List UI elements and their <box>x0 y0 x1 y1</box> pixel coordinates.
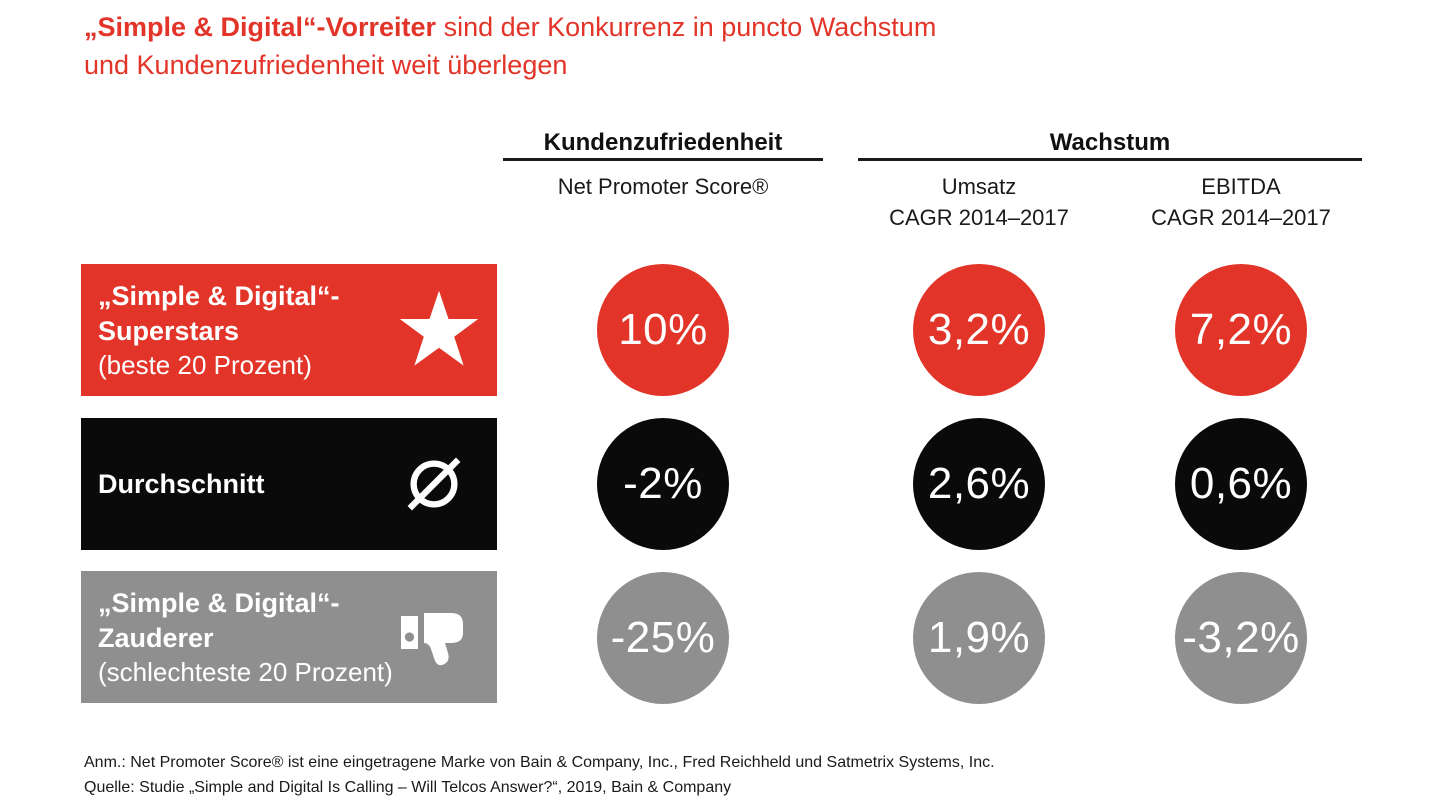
chart-title-line1: „Simple & Digital“-Vorreiter sind der Ko… <box>84 8 936 46</box>
value-durchschnitt-umsatz: 2,6% <box>927 459 1031 508</box>
value-circle-superstars-ebitda: 7,2% <box>1175 264 1307 396</box>
footnote-source: Quelle: Studie „Simple and Digital Is Ca… <box>84 779 732 796</box>
chart-title-rest: sind der Konkurrenz in puncto Wachstum <box>436 12 937 42</box>
value-zauderer-nps: -25% <box>610 613 716 662</box>
value-durchschnitt-nps: -2% <box>623 459 703 508</box>
value-circle-zauderer-ebitda: -3,2% <box>1175 572 1307 704</box>
chart-title-highlight: „Simple & Digital“-Vorreiter <box>84 12 437 42</box>
row-label-superstars: „Simple & Digital“- Superstars (beste 20… <box>81 264 497 396</box>
column-subheader-nps: Net Promoter Score® <box>557 174 769 199</box>
footnotes: Anm.: Net Promoter Score® ist eine einge… <box>84 750 995 800</box>
row-label-superstars-text: „Simple & Digital“- Superstars (beste 20… <box>81 264 497 396</box>
column-header-wachstum: Wachstum <box>1049 129 1171 156</box>
row-label-zauderer: „Simple & Digital“- Zauderer (schlechtes… <box>81 571 497 703</box>
column-subheader-ebitda: EBITDA CAGR 2014–2017 <box>1081 171 1401 233</box>
footnote-trademark: Anm.: Net Promoter Score® ist eine einge… <box>84 754 995 771</box>
value-circle-superstars-umsatz: 3,2% <box>913 264 1045 396</box>
chart-title: „Simple & Digital“-Vorreiter sind der Ko… <box>84 8 936 84</box>
row-label-durchschnitt: Durchschnitt <box>81 418 497 550</box>
header-underline-kundenzufriedenheit <box>503 158 823 161</box>
value-superstars-nps: 10% <box>618 305 708 354</box>
value-circle-zauderer-umsatz: 1,9% <box>913 572 1045 704</box>
value-circle-zauderer-nps: -25% <box>597 572 729 704</box>
zauderer-label-line1: „Simple & Digital“- <box>98 587 340 618</box>
umsatz-label: Umsatz <box>941 174 1017 199</box>
durchschnitt-label: Durchschnitt <box>98 468 265 499</box>
ebitda-label: EBITDA <box>1201 174 1281 199</box>
chart-title-line2: und Kundenzufriedenheit weit überlegen <box>84 50 568 80</box>
column-subheader-umsatz: Umsatz CAGR 2014–2017 <box>819 171 1139 233</box>
value-superstars-umsatz: 3,2% <box>927 305 1031 354</box>
superstars-label-note: (beste 20 Prozent) <box>98 349 312 380</box>
value-durchschnitt-ebitda: 0,6% <box>1189 459 1293 508</box>
zauderer-label-line2: Zauderer <box>98 622 214 653</box>
umsatz-cagr-label: CAGR 2014–2017 <box>889 205 1069 230</box>
value-circle-durchschnitt-nps: -2% <box>597 418 729 550</box>
value-circle-durchschnitt-umsatz: 2,6% <box>913 418 1045 550</box>
superstars-label-line1: „Simple & Digital“- <box>98 280 340 311</box>
value-superstars-ebitda: 7,2% <box>1189 305 1293 354</box>
header-underline-wachstum <box>858 158 1362 161</box>
value-zauderer-umsatz: 1,9% <box>927 613 1031 662</box>
star-icon <box>399 290 479 366</box>
ebitda-cagr-label: CAGR 2014–2017 <box>1151 205 1331 230</box>
value-zauderer-ebitda: -3,2% <box>1182 613 1300 662</box>
zauderer-label-note: (schlechteste 20 Prozent) <box>98 656 393 687</box>
thumbs-down-icon <box>401 613 463 666</box>
superstars-label-line2: Superstars <box>98 315 240 346</box>
row-label-zauderer-text: „Simple & Digital“- Zauderer (schlechtes… <box>81 571 497 703</box>
average-icon <box>407 457 461 511</box>
column-header-kundenzufriedenheit: Kundenzufriedenheit <box>543 129 783 156</box>
value-circle-durchschnitt-ebitda: 0,6% <box>1175 418 1307 550</box>
value-circle-superstars-nps: 10% <box>597 264 729 396</box>
row-label-durchschnitt-text: Durchschnitt <box>81 418 497 550</box>
